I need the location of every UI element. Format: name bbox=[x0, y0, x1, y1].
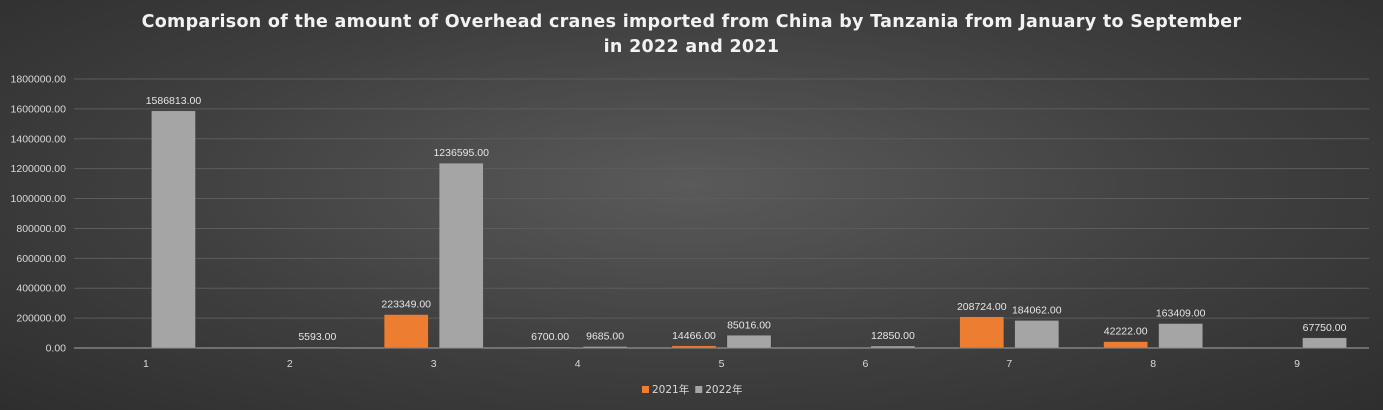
x-tick-label: 2 bbox=[287, 358, 293, 370]
y-axis: 0.00 200000.00 400000.00 600000.00 800000.00… bbox=[11, 74, 67, 355]
x-tick-label: 7 bbox=[1006, 358, 1012, 370]
x-tick-label: 5 bbox=[719, 358, 725, 370]
data-label: 6700.00 bbox=[531, 331, 569, 343]
data-label: 5593.00 bbox=[298, 331, 336, 343]
y-tick-label: 0.00 bbox=[46, 343, 67, 355]
data-label: 85016.00 bbox=[727, 319, 771, 331]
y-tick-label: 1600000.00 bbox=[11, 103, 67, 115]
x-tick-label: 1 bbox=[143, 358, 149, 370]
x-tick-label: 9 bbox=[1294, 358, 1300, 370]
chart-title: Comparison of the amount of Overhead cra… bbox=[0, 10, 1383, 60]
bar bbox=[671, 345, 717, 349]
data-label: 12850.00 bbox=[871, 330, 915, 342]
y-tick-label: 1200000.00 bbox=[11, 163, 67, 175]
x-axis: 1 2 3 4 5 6 7 8 9 bbox=[143, 358, 1300, 370]
x-tick-label: 3 bbox=[431, 358, 437, 370]
data-label: 208724.00 bbox=[957, 301, 1007, 313]
y-tick-label: 600000.00 bbox=[16, 253, 66, 265]
legend: 2021年 2022年 bbox=[642, 383, 742, 396]
bar bbox=[870, 345, 916, 349]
chart-title-line-2: in 2022 and 2021 bbox=[603, 37, 780, 57]
data-label: 163409.00 bbox=[1156, 308, 1206, 320]
data-label: 42222.00 bbox=[1104, 326, 1148, 338]
bar bbox=[582, 346, 628, 349]
y-tick-label: 200000.00 bbox=[16, 313, 66, 325]
y-tick-label: 1400000.00 bbox=[11, 133, 67, 145]
bar bbox=[726, 335, 772, 349]
bar bbox=[383, 314, 429, 349]
legend-swatch bbox=[642, 386, 649, 393]
data-label: 184062.00 bbox=[1012, 304, 1062, 316]
data-label: 223349.00 bbox=[381, 299, 431, 311]
y-tick-label: 400000.00 bbox=[16, 283, 66, 295]
data-label: 67750.00 bbox=[1303, 322, 1347, 334]
x-tick-label: 8 bbox=[1150, 358, 1156, 370]
bars bbox=[151, 110, 1347, 349]
bar bbox=[527, 346, 573, 349]
y-tick-label: 800000.00 bbox=[16, 223, 66, 235]
data-labels: 1586813.00 5593.00 223349.00 1236595.00 6700… bbox=[146, 95, 1347, 343]
legend-label: 2021年 bbox=[652, 383, 689, 396]
legend-swatch bbox=[695, 386, 703, 393]
y-tick-label: 1000000.00 bbox=[11, 193, 67, 205]
y-tick-label: 1800000.00 bbox=[11, 74, 67, 86]
x-tick-label: 4 bbox=[575, 358, 581, 370]
chart-title-line-1: Comparison of the amount of Overhead cra… bbox=[141, 12, 1242, 32]
bar bbox=[959, 316, 1005, 349]
gridlines bbox=[74, 78, 1369, 349]
bar bbox=[295, 346, 340, 349]
bar bbox=[438, 162, 484, 349]
bar bbox=[1158, 323, 1203, 349]
bar bbox=[1103, 341, 1148, 349]
bar bbox=[151, 110, 196, 349]
data-label: 1236595.00 bbox=[433, 147, 489, 159]
data-label: 1586813.00 bbox=[146, 95, 202, 107]
data-label: 9685.00 bbox=[586, 331, 624, 343]
bar bbox=[1302, 337, 1347, 349]
legend-label: 2022年 bbox=[705, 383, 742, 396]
bar bbox=[1014, 320, 1060, 349]
x-tick-label: 6 bbox=[862, 358, 868, 370]
data-label: 14466.00 bbox=[672, 330, 716, 342]
